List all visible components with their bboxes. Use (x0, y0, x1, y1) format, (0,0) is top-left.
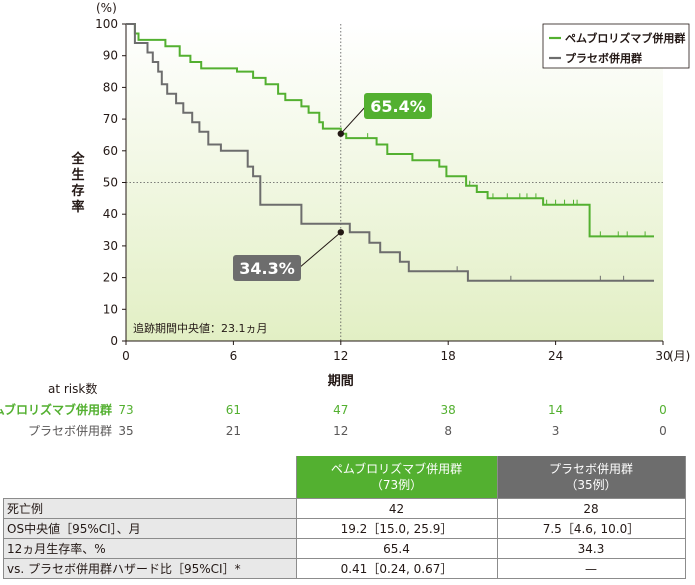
y-tick-label: 30 (103, 239, 118, 253)
y-tick-label: 70 (103, 112, 118, 126)
y-tick-label: 20 (103, 271, 118, 285)
at-risk-value: 0 (659, 424, 667, 438)
at-risk-value: 8 (444, 424, 452, 438)
y-tick-label: 40 (103, 207, 118, 221)
at-risk-value: 21 (226, 424, 241, 438)
plot-background (126, 24, 663, 341)
at-risk-value: 3 (552, 424, 560, 438)
axes: 0 10 20 30 40 50 60 70 80 90 100 0 6 12 18 24 30 (95, 17, 671, 363)
x-tick-label: 0 (122, 349, 130, 363)
at-risk-value: 38 (441, 403, 456, 417)
at-risk-value: 0 (659, 403, 667, 417)
y-tick-label: 10 (103, 302, 118, 316)
y-tick-label: 90 (103, 49, 118, 63)
survival-curves (126, 23, 654, 282)
callout-leader (340, 105, 367, 135)
series-line-0 (126, 23, 654, 238)
at-risk-value: 47 (333, 403, 348, 417)
reference-lines (126, 24, 663, 341)
cell-pembrolizumab: 19.2［15.0, 25.9］ (295, 518, 498, 539)
y-axis-title-char: 存 (71, 183, 84, 199)
header-pembrolizumab: ペムブロリズマブ併用群 （73例） (295, 456, 498, 499)
cell-placebo: — (496, 558, 686, 579)
y-tick-label: 0 (110, 334, 118, 348)
y-axis-title-char: 全 (70, 151, 85, 167)
at-risk-table: at risk数ペムブロリズマブ併用群73614738140プラセボ併用群352… (0, 381, 667, 438)
callout-leader (298, 231, 342, 269)
callout-box (233, 255, 301, 281)
row-label: vs. プラセボ併用群ハザード比［95%CI］* (3, 558, 297, 579)
table-row: vs. プラセボ併用群ハザード比［95%CI］* 0.41［0.24, 0.67… (3, 558, 686, 579)
table-row: OS中央値［95%CI］、月 19.2［15.0, 25.9］ 7.5［4.6,… (3, 518, 686, 539)
header-pembrolizumab-line2: （73例） (370, 478, 423, 492)
at-risk-value: 12 (333, 424, 348, 438)
header-placebo-line2: （35例） (565, 478, 617, 492)
table-row: 死亡例 42 28 (3, 498, 686, 519)
row-label: OS中央値［95%CI］、月 (3, 518, 297, 539)
y-axis-title-char: 率 (71, 199, 84, 215)
header-placebo: プラセボ併用群 （35例） (496, 456, 686, 499)
series-line-1 (126, 23, 654, 282)
header-placebo-line1: プラセボ併用群 (548, 462, 633, 476)
table-header-blank (4, 456, 297, 499)
at-risk-value: 14 (548, 403, 563, 417)
legend-label: ペムブロリズマブ併用群 (565, 31, 685, 45)
y-tick-label: 50 (103, 176, 118, 190)
x-tick-label: 18 (441, 349, 456, 363)
y-axis-title-char: 生 (71, 167, 84, 183)
y-axis-title: 全生存率 (70, 151, 85, 215)
table-row: 12ヵ月生存率、% 65.4 34.3 (3, 538, 686, 559)
cell-placebo: 7.5［4.6, 10.0］ (496, 518, 686, 539)
legend-box (542, 23, 690, 69)
at-risk-row-label: プラセボ併用群 (28, 424, 112, 438)
at-risk-row-label: ペムブロリズマブ併用群 (0, 402, 112, 417)
row-label: 12ヵ月生存率、% (3, 538, 297, 559)
x-axis-title: 期間 (328, 374, 354, 389)
at-risk-value: 61 (226, 403, 241, 417)
cell-pembrolizumab: 65.4 (295, 538, 498, 559)
at-risk-value: 73 (118, 403, 133, 417)
callouts: 65.4% 34.3% (233, 93, 432, 281)
x-tick-label: 30 (655, 349, 670, 363)
cell-pembrolizumab: 0.41［0.24, 0.67］ (295, 558, 498, 579)
x-tick-label: 6 (230, 349, 238, 363)
callout-label: 34.3% (239, 259, 295, 278)
at-risk-value: 35 (118, 424, 133, 438)
at-risk-title: at risk数 (48, 381, 97, 396)
callout-box (364, 93, 432, 119)
callout-label: 65.4% (370, 97, 426, 116)
cell-placebo: 28 (496, 498, 686, 519)
summary-table: ペムブロリズマブ併用群 （73例） プラセボ併用群 （35例） 死亡例 42 2… (3, 456, 686, 579)
y-tick-label: 80 (103, 80, 118, 94)
x-unit-label: (月) (669, 349, 690, 363)
cell-pembrolizumab: 42 (295, 498, 498, 519)
row-label: 死亡例 (3, 498, 297, 519)
callout-dot (337, 130, 344, 137)
x-tick-label: 12 (333, 349, 348, 363)
header-pembrolizumab-line1: ペムブロリズマブ併用群 (330, 462, 463, 476)
cell-placebo: 34.3 (496, 538, 686, 559)
median-followup-annotation: 追跡期間中央値：23.1ヵ月 (133, 321, 268, 335)
table-header-row: ペムブロリズマブ併用群 （73例） プラセボ併用群 （35例） (4, 456, 686, 499)
y-tick-label: 100 (95, 17, 118, 31)
callout-dot (337, 229, 344, 236)
y-tick-label: 60 (103, 144, 118, 158)
legend-label: プラセボ併用群 (565, 51, 642, 65)
y-unit-label: (%) (96, 1, 117, 15)
x-tick-label: 24 (548, 349, 563, 363)
